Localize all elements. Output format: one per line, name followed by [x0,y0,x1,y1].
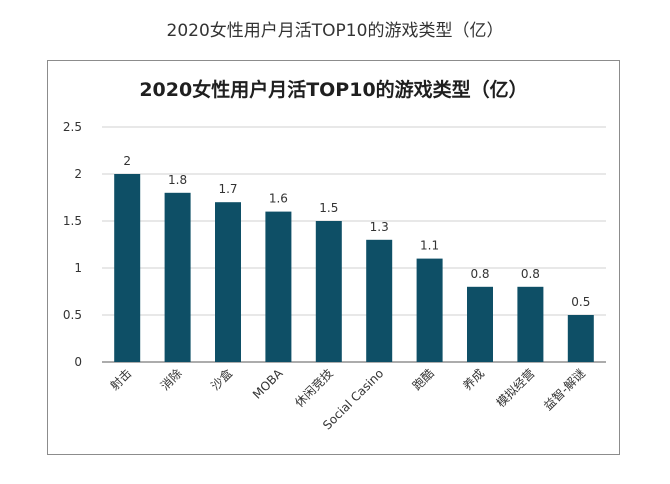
x-tick-label: MOBA [250,366,286,402]
bar [567,315,594,362]
x-tick-label: 跑酷 [410,366,437,393]
bar [416,258,443,362]
data-label: 0.5 [571,295,590,309]
bar [315,221,342,362]
data-label: 1.8 [168,173,187,187]
y-tick-label: 0 [74,355,82,369]
bar [467,286,493,362]
y-tick-label: 0.5 [63,308,82,322]
data-label: 1.1 [420,239,439,253]
y-tick-label: 1 [74,261,82,275]
x-tick-label: 模拟经营 [494,366,538,410]
data-label: 0.8 [521,267,540,281]
y-tick-label: 2 [74,167,82,181]
bar [114,174,141,362]
data-label: 0.8 [470,267,489,281]
bar [517,286,544,362]
data-label: 1.3 [370,220,389,234]
x-tick-label: 射击 [107,366,135,394]
x-tick-label: 养成 [460,366,488,394]
x-tick-label: 休闲竞技 [292,366,336,410]
bar [366,239,393,362]
data-label: 2 [123,154,131,168]
bar [164,192,191,362]
data-label: 1.6 [269,192,288,206]
bar-chart: 0 0.5 1 1.5 2 2.5 2 射击 1.8 消除 1.7 沙盒 1.6 MOBA 1.5 休闲竞技 1… [63,120,606,432]
bar [265,211,292,362]
data-label: 1.7 [218,182,237,196]
y-tick-label: 2.5 [63,120,82,134]
chart-title: 2020女性用户月活TOP10的游戏类型（亿） [139,79,528,101]
bar [215,202,241,362]
x-tick-label: 沙盒 [208,366,236,394]
y-tick-label: 1.5 [63,214,82,228]
data-label: 1.5 [319,201,338,215]
chart-frame: 2020女性用户月活TOP10的游戏类型（亿） 0 0.5 1 1.5 2 2.5 2 射击 1… [47,60,620,455]
x-tick-label: 消除 [157,366,185,394]
x-tick-label: 益智-解谜 [540,366,588,414]
page-caption: 2020女性用户月活TOP10的游戏类型（亿） [166,21,504,41]
